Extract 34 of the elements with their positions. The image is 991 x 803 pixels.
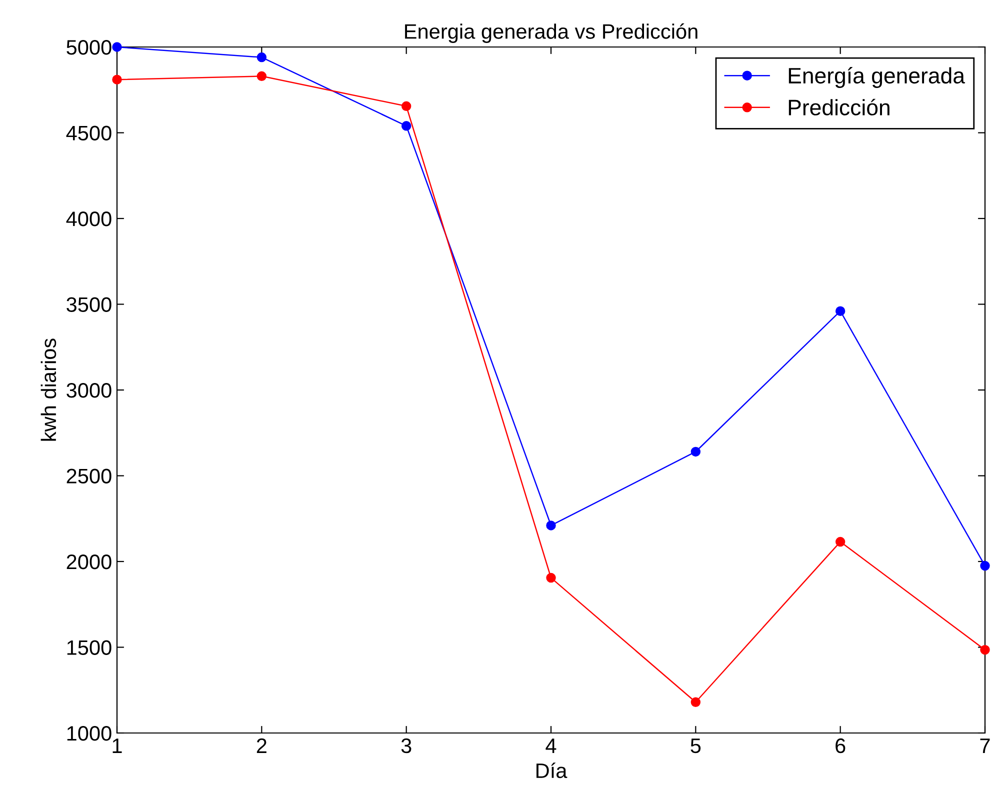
legend-label: Predicción bbox=[788, 98, 890, 116]
point bbox=[112, 74, 122, 84]
point bbox=[835, 536, 846, 547]
x-axis-title: Día bbox=[536, 762, 568, 778]
x-tick-label: 2 bbox=[256, 738, 266, 753]
y-axis-title: kwh diarios bbox=[40, 338, 56, 441]
point bbox=[256, 71, 267, 82]
x-tick-label: 4 bbox=[546, 738, 556, 753]
y-tick-label: 4500 bbox=[66, 126, 112, 141]
point bbox=[980, 644, 990, 655]
point bbox=[546, 572, 556, 583]
y-tick-label: 3500 bbox=[66, 297, 112, 312]
y-tick-label: 1000 bbox=[67, 726, 112, 741]
legend-label: Energía generada bbox=[788, 67, 966, 88]
point bbox=[690, 697, 701, 707]
y-tick-label: 2000 bbox=[66, 554, 112, 570]
point bbox=[401, 101, 412, 112]
y-tick-label: 2500 bbox=[66, 468, 112, 484]
x-tick-label: 6 bbox=[836, 738, 846, 754]
point bbox=[401, 121, 412, 131]
point bbox=[835, 306, 846, 316]
x-tick-label: 7 bbox=[980, 738, 990, 753]
point bbox=[546, 520, 556, 530]
y-tick-label: 5000 bbox=[66, 40, 112, 55]
y-tick-label: 1500 bbox=[67, 640, 112, 656]
point bbox=[690, 446, 701, 457]
point bbox=[980, 560, 990, 571]
x-tick-label: 1 bbox=[112, 738, 122, 753]
x-tick-label: 5 bbox=[690, 738, 701, 754]
x-tick-label: 3 bbox=[401, 738, 412, 754]
y-tick-label: 3000 bbox=[66, 383, 112, 398]
point bbox=[256, 52, 267, 62]
y-tick-label: 4000 bbox=[66, 212, 112, 226]
chart-title: Energia generada vs Predicción bbox=[405, 23, 698, 43]
